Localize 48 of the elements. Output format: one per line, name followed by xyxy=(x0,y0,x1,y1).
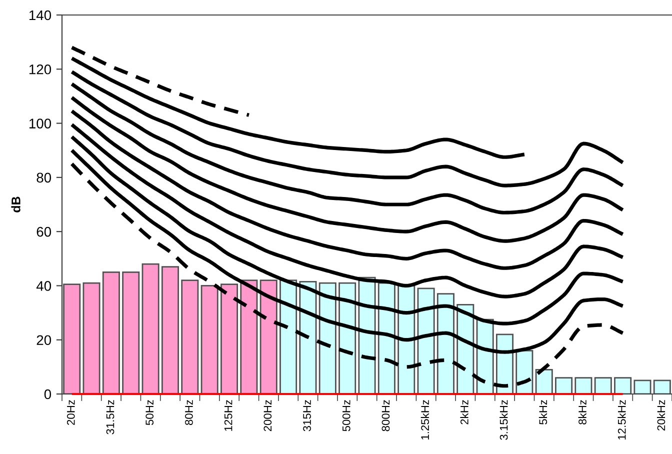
x-tick-label: 80Hz xyxy=(185,400,193,426)
x-tick-label: 500Hz xyxy=(342,400,350,432)
bar xyxy=(594,377,612,394)
x-tick-label: 1.25kHz xyxy=(420,400,430,440)
x-tick-label: 200Hz xyxy=(264,400,272,432)
x-tick-label: 50Hz xyxy=(146,400,154,426)
bar xyxy=(299,280,317,394)
bar xyxy=(318,282,336,394)
x-tick-label: 800Hz xyxy=(382,400,390,432)
bar xyxy=(555,377,573,394)
bar xyxy=(240,280,258,394)
bar xyxy=(63,284,81,394)
bar xyxy=(574,377,592,394)
bar xyxy=(653,380,671,394)
y-axis-title: dB xyxy=(11,196,20,212)
y-tick-label: 20 xyxy=(36,335,52,346)
y-tick-label: 120 xyxy=(29,64,52,74)
bar xyxy=(436,293,454,394)
x-tick-label: 3.15kHz xyxy=(500,400,508,440)
x-tick-label: 20Hz xyxy=(66,400,75,425)
bar xyxy=(102,271,120,394)
bar xyxy=(338,282,356,394)
bar xyxy=(220,284,238,394)
x-tick-label: 5kHz xyxy=(538,400,548,424)
bar xyxy=(260,280,278,394)
x-tick-label: 2kHz xyxy=(460,400,468,424)
bar xyxy=(142,263,160,394)
x-tick-label: 12.5kHz xyxy=(618,400,626,440)
y-tick-label: 80 xyxy=(36,172,52,183)
y-tick-label: 140 xyxy=(29,10,52,20)
bar xyxy=(82,282,100,394)
bar xyxy=(161,266,179,394)
y-tick-label: 60 xyxy=(36,226,52,237)
bar xyxy=(417,288,435,394)
y-tick-label: 0 xyxy=(44,389,52,400)
bar xyxy=(122,271,140,394)
bar xyxy=(280,280,298,394)
x-tick-label: 20kHz xyxy=(656,400,666,430)
bar xyxy=(200,285,218,394)
x-tick-label: 8kHz xyxy=(578,400,586,424)
bar xyxy=(181,280,199,394)
x-tick-label: 125Hz xyxy=(224,400,232,431)
x-tick-label: 315Hz xyxy=(303,400,311,432)
x-tick-label: 31.5Hz xyxy=(106,400,114,434)
bar xyxy=(614,377,632,394)
y-tick-label: 40 xyxy=(36,281,52,291)
y-tick-label: 100 xyxy=(29,118,52,128)
bar xyxy=(634,380,652,394)
